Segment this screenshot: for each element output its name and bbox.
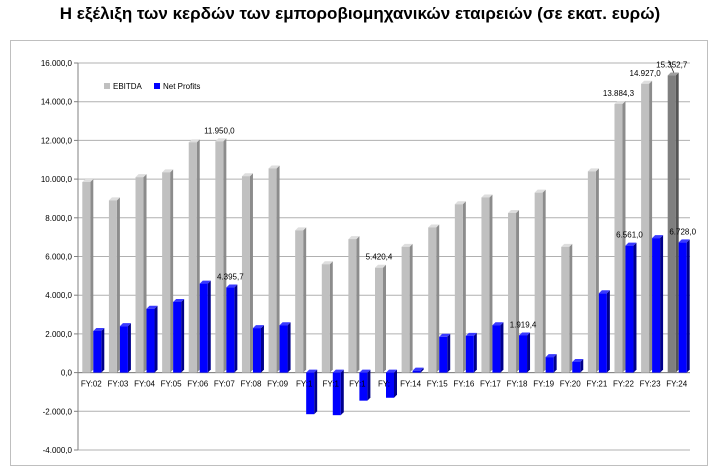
y-tick-label: 6.000,0 [45, 253, 72, 262]
ebitda-bar [641, 80, 653, 373]
net-profits-bar [93, 327, 105, 373]
ebitda-bar [162, 169, 174, 373]
net-profits-bar [306, 369, 318, 415]
net-profits-bar [252, 325, 264, 373]
net-profits-bar [625, 242, 637, 373]
chart-title: Η εξέλιξη των κερδών των εμποροβιομηχανι… [59, 4, 661, 23]
data-label: 14.927,0 [630, 69, 662, 78]
x-tick-label: FY:06 [187, 380, 208, 389]
y-tick-label: 16.000,0 [41, 59, 73, 68]
y-tick-label: -2.000,0 [43, 407, 73, 416]
net-profits-bar [332, 369, 344, 416]
net-profits-bar [279, 322, 291, 373]
ebitda-bar [268, 165, 280, 373]
net-profits-bar [439, 333, 451, 373]
net-profits-bar [412, 367, 424, 373]
x-tick-label: FY:15 [427, 380, 448, 389]
net-profits-bar [173, 298, 185, 373]
x-tick-label: FY:22 [613, 380, 634, 389]
data-label: 15.352,7 [656, 61, 688, 70]
ebitda-bar [534, 189, 546, 373]
net-profits-bar [119, 323, 131, 373]
ebitda-bar [241, 173, 253, 373]
x-tick-label: FY:08 [241, 380, 262, 389]
net-profits-bar [146, 305, 158, 373]
x-tick-label: FY: [378, 380, 390, 389]
data-label: 13.884,3 [603, 89, 635, 98]
data-label: 6.728,0 [669, 227, 696, 236]
ebitda-bar [667, 72, 679, 373]
y-tick-label: -4.000,0 [43, 446, 73, 455]
data-label: 5.420,4 [366, 253, 393, 262]
leader-line [668, 60, 675, 73]
ebitda-bar [401, 243, 413, 373]
net-profits-bar [598, 290, 610, 373]
data-label: 4.395,7 [217, 273, 244, 282]
net-profits-bar [545, 354, 557, 373]
ebitda-bar [587, 168, 599, 373]
x-tick-label: FY:18 [507, 380, 528, 389]
net-profits-bar [572, 358, 584, 373]
x-tick-label: FY:1 [323, 380, 340, 389]
ebitda-bar [348, 236, 360, 373]
net-profits-bar [465, 332, 477, 373]
ebitda-bar [375, 264, 386, 373]
net-profits-bar [519, 332, 531, 373]
net-profits-bar [678, 239, 690, 373]
ebitda-bar [481, 194, 493, 373]
x-tick-label: FY:14 [400, 380, 421, 389]
net-profits-bar [492, 322, 504, 373]
net-profits-bar [652, 235, 664, 373]
x-tick-label: FY:07 [214, 380, 235, 389]
data-label: 1.919,4 [510, 320, 537, 329]
x-tick-label: FY:04 [134, 380, 155, 389]
x-tick-label: FY:20 [560, 380, 581, 389]
net-profits-bar [226, 284, 238, 373]
ebitda-bar [82, 179, 94, 373]
net-profits-bar [199, 280, 211, 373]
legend-swatch-net-profits [154, 83, 160, 89]
ebitda-bar [614, 100, 626, 373]
x-tick-label: FY:03 [107, 380, 128, 389]
y-tick-label: 2.000,0 [45, 330, 72, 339]
ebitda-bar [188, 139, 200, 373]
x-tick-label: FY:02 [81, 380, 102, 389]
legend-swatch-ebitda [104, 83, 110, 89]
ebitda-bar [215, 138, 227, 373]
ebitda-bar [295, 227, 307, 373]
x-tick-label: FY:17 [480, 380, 501, 389]
y-tick-label: 8.000,0 [45, 214, 72, 223]
x-tick-label: FY:05 [161, 380, 182, 389]
ebitda-bar [561, 243, 573, 373]
net-profits-bar [386, 369, 397, 398]
ebitda-bar [454, 201, 466, 373]
ebitda-bar [108, 197, 120, 373]
x-tick-label: FY:23 [640, 380, 661, 389]
x-tick-label: FY:21 [586, 380, 607, 389]
data-label: 11.950,0 [204, 126, 235, 135]
ebitda-bar [428, 224, 440, 373]
chart-frame [10, 40, 708, 466]
x-tick-label: FY:09 [267, 380, 288, 389]
x-tick-label: FY:1 [349, 380, 366, 389]
x-tick-label: FY:19 [533, 380, 554, 389]
x-tick-label: FY:16 [453, 380, 474, 389]
legend-label-net-profits: Net Profits [163, 82, 200, 91]
y-tick-label: 14.000,0 [41, 98, 73, 107]
y-tick-label: 4.000,0 [45, 291, 72, 300]
data-label: 6.561,0 [616, 231, 643, 240]
net-profits-bar [359, 369, 371, 401]
ebitda-bar [508, 209, 520, 373]
y-tick-label: 10.000,0 [41, 175, 73, 184]
x-tick-label: FY:24 [666, 380, 687, 389]
y-tick-label: 0,0 [61, 369, 73, 378]
y-tick-label: 12.000,0 [41, 136, 73, 145]
x-tick-label: FY:1 [296, 380, 313, 389]
legend-label-ebitda: EBITDA [113, 82, 143, 91]
ebitda-bar [321, 261, 333, 373]
ebitda-bar [135, 174, 147, 373]
